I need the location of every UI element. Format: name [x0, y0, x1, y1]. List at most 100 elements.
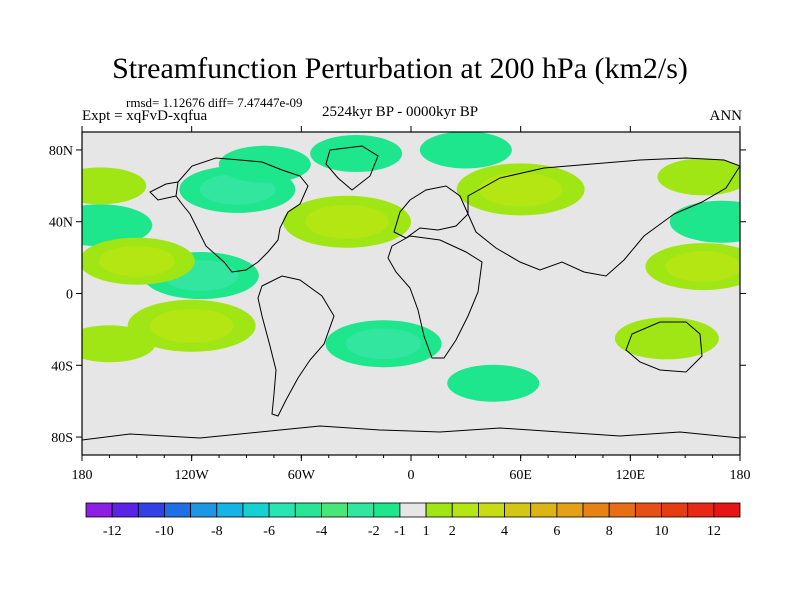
- colorbar-label-12: 10: [655, 524, 669, 539]
- anomaly-1-level-0: [218, 145, 311, 183]
- coast-africa: [387, 235, 483, 359]
- colorbar-swatch-8: [294, 502, 322, 518]
- anomaly-15: [82, 325, 156, 363]
- colorbar-label-2: -8: [211, 524, 223, 539]
- colorbar-swatch-21: [634, 502, 662, 518]
- coastlines: [82, 145, 740, 441]
- experiment-label: Expt = xqFvD-xqfua: [82, 108, 208, 124]
- y-tick-label-0: 80N: [49, 144, 73, 159]
- x-tick-label-5: 120E: [616, 468, 646, 483]
- anomaly-16-level-0: [82, 167, 147, 205]
- anomaly-8: [447, 364, 540, 402]
- colorbar-swatch-7: [268, 502, 296, 518]
- anomaly-8-level-0: [447, 364, 540, 402]
- colorbar-swatch-16: [504, 502, 532, 518]
- x-tick-label-4: 60E: [509, 468, 532, 483]
- coast-europe: [393, 185, 469, 239]
- anomaly-7: [325, 320, 442, 368]
- anomaly-5: [82, 204, 153, 247]
- anomaly-13-level-1: [150, 308, 234, 343]
- x-tick-label-3: 0: [408, 468, 415, 483]
- colorbar-label-7: 1: [423, 524, 430, 539]
- colorbar-swatch-2: [137, 502, 165, 518]
- colorbar-swatch-5: [216, 502, 244, 518]
- colorbar-label-5: -2: [368, 524, 380, 539]
- anomaly-3-level-0: [419, 132, 512, 169]
- colorbar-label-8: 2: [449, 524, 456, 539]
- anomaly-7-level-1: [345, 328, 422, 360]
- colorbar-swatch-13: [425, 502, 453, 518]
- colorbar-swatch-11: [373, 502, 401, 518]
- anomaly-11: [82, 237, 195, 285]
- anomaly-12: [645, 243, 740, 291]
- colorbar-swatch-18: [556, 502, 584, 518]
- colorbar-label-1: -10: [155, 524, 174, 539]
- colorbar-swatch-22: [661, 502, 689, 518]
- y-tick-label-2: 0: [66, 288, 73, 303]
- period-label: 2524kyr BP - 0000kyr BP: [321, 104, 479, 120]
- colorbar-swatch-10: [347, 502, 375, 518]
- coast-australia: [625, 321, 703, 373]
- coast-north-america: [175, 157, 309, 273]
- chart-title: Streamfunction Perturbation at 200 hPa (…: [112, 52, 688, 85]
- colorbar-swatch-15: [477, 502, 505, 518]
- colorbar-swatch-6: [242, 502, 270, 518]
- anomaly-5-level-0: [82, 204, 153, 247]
- coast-antarctica: [82, 425, 740, 441]
- colorbar-label-13: 12: [707, 524, 721, 539]
- colorbar-swatch-20: [608, 502, 636, 518]
- anomaly-2-level-0: [310, 135, 403, 173]
- x-tick-label-0: 180: [72, 468, 93, 483]
- stats-text: rmsd= 1.12676 diff= 7.47447e-09: [126, 95, 303, 110]
- colorbar-swatch-4: [190, 502, 218, 518]
- colorbar-swatch-3: [164, 502, 192, 518]
- anomaly-10: [283, 195, 412, 248]
- anomaly-13: [127, 299, 256, 352]
- colorbar-swatch-17: [530, 502, 558, 518]
- colorbar-swatch-14: [451, 502, 479, 518]
- colorbar-swatch-19: [582, 502, 610, 518]
- coast-greenland: [325, 145, 379, 191]
- anomaly-11-level-1: [99, 245, 175, 277]
- anomaly-6-level-0: [669, 200, 740, 243]
- colorbar-label-10: 6: [553, 524, 560, 539]
- colorbar-swatch-1: [111, 502, 139, 518]
- anomaly-17-level-0: [657, 158, 740, 196]
- colorbar: -12 -10 -8 -6 -4 -2 -1 1 2 4 6 8 10 12: [85, 502, 741, 539]
- x-tick-label-1: 120W: [175, 468, 210, 483]
- colorbar-swatch-24: [713, 502, 741, 518]
- anomaly-17: [657, 158, 740, 196]
- colorbar-label-0: -12: [103, 524, 122, 539]
- y-tick-label-4: 80S: [51, 431, 73, 446]
- axes: 180 120W 60W 0 60E 120E 180 80N 40N 0 40S 80S: [49, 126, 751, 483]
- anomaly-1: [218, 145, 311, 183]
- x-tick-label-2: 60W: [288, 468, 316, 483]
- anomaly-3: [419, 132, 512, 169]
- x-tick-label-6: 180: [730, 468, 751, 483]
- colorbar-label-11: 8: [606, 524, 613, 539]
- coast-alaska: [149, 181, 179, 201]
- anomaly-10-level-1: [305, 204, 389, 239]
- anomaly-9: [456, 163, 585, 216]
- colorbar-swatch-23: [687, 502, 715, 518]
- anomaly-2: [310, 135, 403, 173]
- colorbar-label-6: -1: [394, 524, 406, 539]
- colorbar-swatch-9: [321, 502, 349, 518]
- colorbar-label-9: 4: [501, 524, 508, 539]
- anomaly-field: [82, 132, 740, 402]
- y-tick-label-1: 40N: [49, 216, 73, 231]
- anomaly-12-level-1: [665, 251, 740, 282]
- colorbar-swatch-12: [399, 502, 427, 518]
- coast-asia: [467, 157, 740, 277]
- y-tick-label-3: 40S: [51, 359, 73, 374]
- colorbar-swatch-0: [85, 502, 113, 518]
- anomaly-6: [669, 200, 740, 243]
- colorbar-label-4: -4: [316, 524, 328, 539]
- anomaly-9-level-1: [479, 172, 563, 207]
- season-label: ANN: [709, 108, 743, 124]
- coast-south-america: [257, 275, 335, 417]
- anomaly-16: [82, 167, 147, 205]
- anomaly-15-level-0: [82, 325, 156, 363]
- colorbar-label-3: -6: [263, 524, 275, 539]
